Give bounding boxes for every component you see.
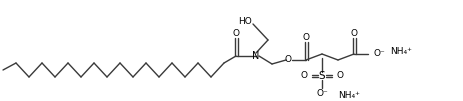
- Text: N: N: [252, 51, 260, 61]
- Text: S: S: [319, 71, 325, 81]
- Text: O: O: [350, 28, 357, 37]
- Text: O: O: [302, 33, 309, 42]
- Text: HO: HO: [238, 16, 252, 25]
- Text: O: O: [232, 28, 239, 37]
- Text: O: O: [300, 72, 307, 80]
- Text: NH₄⁺: NH₄⁺: [390, 47, 412, 56]
- Text: O⁻: O⁻: [373, 49, 385, 58]
- Text: O⁻: O⁻: [316, 88, 328, 97]
- Text: O: O: [284, 56, 292, 65]
- Text: NH₄⁺: NH₄⁺: [338, 90, 360, 99]
- Text: O: O: [337, 72, 344, 80]
